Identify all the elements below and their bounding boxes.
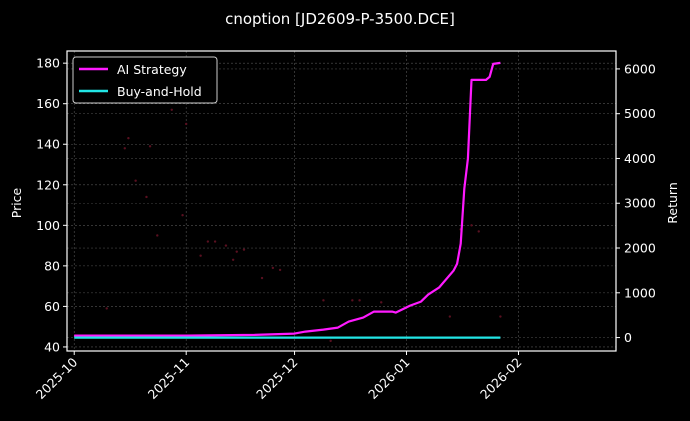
y-left-tick-label: 160	[36, 96, 60, 111]
price-scatter	[105, 108, 502, 343]
y-left-tick-label: 100	[36, 218, 60, 233]
y-right-tick-label: 4000	[624, 151, 656, 166]
y-right-tick-label: 0	[624, 330, 632, 345]
y-right-tick-label: 3000	[624, 196, 656, 211]
y-axis-right: 0 1000 2000 3000 4000 5000 6000	[616, 61, 656, 345]
y-left-tick-label: 60	[44, 299, 60, 314]
legend-label-buy-and-hold: Buy-and-Hold	[117, 84, 202, 99]
chart-title: cnoption [JD2609-P-3500.DCE]	[225, 10, 455, 28]
y-axis-left-label: Price	[9, 187, 24, 218]
series-lines	[74, 61, 501, 339]
y-left-tick-label: 140	[36, 137, 60, 152]
y-axis-left: 40 60 80 100 120 140 160 180	[36, 56, 67, 354]
legend-label-ai-strategy: AI Strategy	[117, 62, 187, 77]
legend: AI Strategy Buy-and-Hold	[72, 56, 218, 104]
y-right-tick-label: 1000	[624, 285, 656, 300]
y-right-tick-label: 5000	[624, 106, 656, 121]
y-axis-right-label: Return	[665, 182, 680, 223]
y-left-tick-label: 180	[36, 56, 60, 71]
ai-strategy-line	[74, 61, 501, 337]
y-right-tick-label: 2000	[624, 241, 656, 256]
y-left-tick-label: 80	[44, 258, 60, 273]
y-left-tick-label: 40	[44, 339, 60, 354]
y-right-tick-label: 6000	[624, 61, 656, 76]
grid-lines	[67, 51, 616, 351]
y-left-tick-label: 120	[36, 177, 60, 192]
plot-frame	[66, 50, 617, 352]
